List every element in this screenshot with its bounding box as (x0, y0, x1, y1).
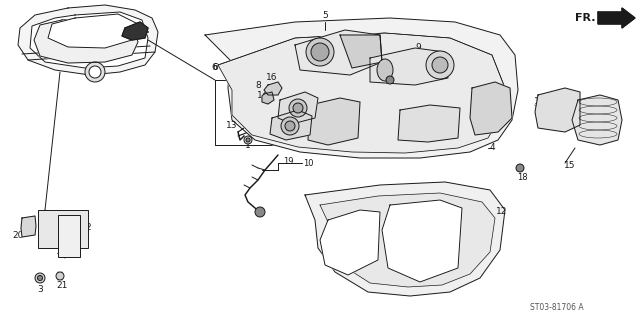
Circle shape (38, 276, 42, 280)
Text: 17: 17 (56, 248, 68, 256)
Polygon shape (320, 210, 380, 275)
Polygon shape (320, 193, 495, 287)
Polygon shape (295, 30, 382, 75)
Text: FR.: FR. (575, 13, 595, 23)
Circle shape (35, 273, 45, 283)
Polygon shape (122, 22, 148, 40)
Text: 3: 3 (37, 286, 43, 294)
Text: 5: 5 (322, 11, 328, 19)
Circle shape (244, 136, 252, 144)
Polygon shape (264, 82, 282, 95)
Polygon shape (18, 5, 158, 75)
Text: 9: 9 (415, 43, 421, 53)
Polygon shape (340, 35, 382, 68)
Polygon shape (398, 105, 460, 142)
Polygon shape (48, 14, 138, 48)
Circle shape (281, 117, 299, 135)
Polygon shape (30, 12, 148, 68)
Polygon shape (305, 182, 505, 296)
Text: 6: 6 (211, 63, 217, 72)
Polygon shape (308, 98, 360, 145)
Text: 12: 12 (496, 207, 508, 217)
Circle shape (516, 164, 524, 172)
Circle shape (285, 121, 295, 131)
Polygon shape (21, 216, 36, 237)
Polygon shape (34, 16, 138, 63)
Text: 11: 11 (534, 98, 546, 107)
Polygon shape (218, 33, 505, 153)
Circle shape (311, 43, 329, 61)
Polygon shape (382, 200, 462, 282)
Text: 15: 15 (564, 160, 576, 169)
Circle shape (246, 138, 250, 142)
Circle shape (85, 62, 105, 82)
Bar (38, 210, 88, 248)
Polygon shape (598, 8, 635, 28)
Circle shape (306, 38, 334, 66)
Polygon shape (205, 18, 518, 158)
Bar (58, 215, 80, 257)
Text: 18: 18 (390, 65, 400, 75)
Circle shape (289, 99, 307, 117)
Text: 13: 13 (227, 121, 237, 130)
Circle shape (56, 272, 64, 280)
Text: 8: 8 (255, 80, 261, 90)
Ellipse shape (377, 59, 393, 81)
Circle shape (293, 103, 303, 113)
Text: 20: 20 (12, 231, 24, 240)
Polygon shape (262, 92, 274, 104)
Circle shape (255, 207, 265, 217)
Text: 6: 6 (212, 63, 218, 72)
Text: 21: 21 (56, 280, 68, 290)
Text: 2: 2 (85, 224, 91, 233)
Polygon shape (470, 82, 512, 135)
Circle shape (89, 66, 101, 78)
Circle shape (432, 57, 448, 73)
Circle shape (426, 51, 454, 79)
Polygon shape (278, 92, 318, 124)
Text: ST03-81706 A: ST03-81706 A (530, 303, 584, 313)
Text: 14: 14 (257, 91, 269, 100)
Text: 1: 1 (245, 140, 251, 150)
Polygon shape (535, 88, 580, 132)
Circle shape (386, 76, 394, 84)
Polygon shape (270, 110, 312, 140)
Polygon shape (572, 95, 622, 145)
Text: 4: 4 (489, 144, 495, 152)
Text: 19: 19 (283, 158, 293, 167)
Polygon shape (370, 48, 448, 85)
Text: 10: 10 (303, 159, 313, 167)
Text: 16: 16 (266, 73, 278, 83)
Text: 18: 18 (516, 174, 527, 182)
